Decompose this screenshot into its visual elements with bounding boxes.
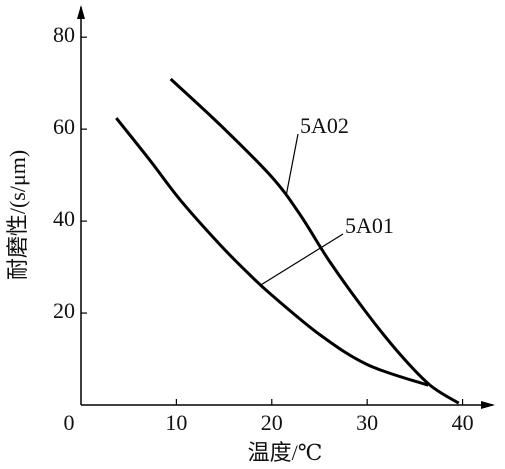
x-axis-arrow — [481, 401, 495, 409]
line-series — [115, 117, 429, 387]
x-tick-label: 20 — [261, 410, 283, 435]
x-axis-label: 温度/℃ — [248, 440, 323, 465]
y-axis-arrow — [77, 5, 85, 19]
y-axis-label: 耐磨性/(s/μm) — [5, 150, 30, 280]
x-tick-label: 10 — [165, 410, 187, 435]
series-label: 5A01 — [345, 213, 394, 238]
x-tick-label: 30 — [356, 410, 378, 435]
x-tick-label: 0 — [64, 410, 75, 435]
y-tick-label: 80 — [53, 22, 75, 47]
series-label: 5A02 — [300, 113, 349, 138]
y-tick-label: 40 — [53, 206, 75, 231]
line-series — [169, 77, 460, 405]
y-tick-label: 20 — [53, 298, 75, 323]
y-tick-label: 60 — [53, 114, 75, 139]
leader-line — [285, 133, 299, 197]
x-tick-label: 40 — [452, 410, 474, 435]
leader-line — [260, 233, 344, 286]
